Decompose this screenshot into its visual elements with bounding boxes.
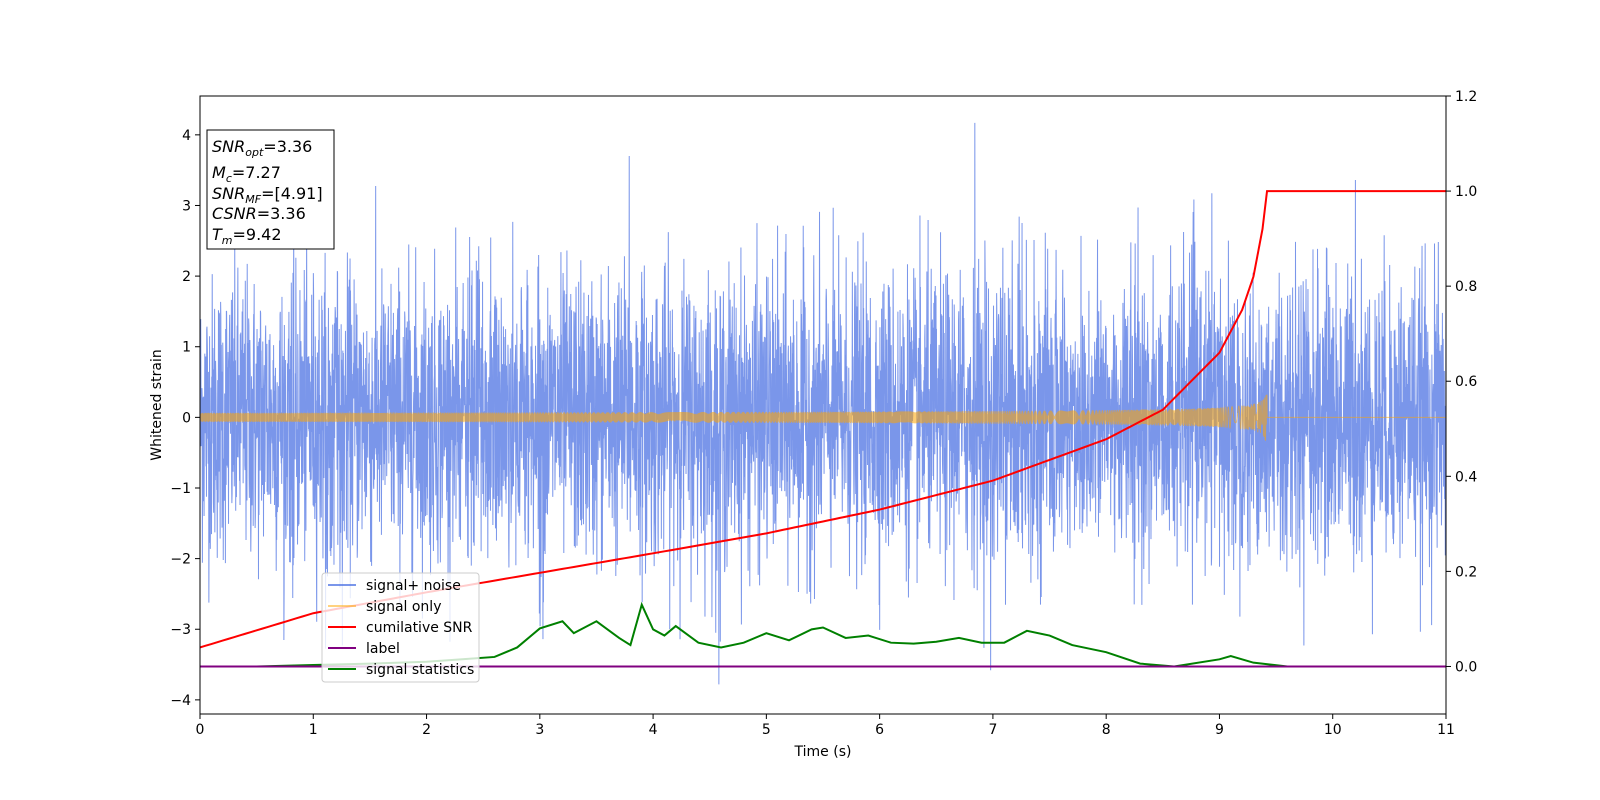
info-snr-opt: SNRopt=3.36 bbox=[212, 137, 312, 159]
info-csnr: CSNR=3.36 bbox=[212, 204, 306, 223]
y2-tick-label: 1.2 bbox=[1455, 89, 1477, 105]
info-tm: Tm=9.42 bbox=[212, 225, 282, 247]
y-axis-label: Whitened strain bbox=[149, 349, 165, 460]
x-tick-label: 11 bbox=[1437, 722, 1455, 738]
y2-tick-label: 0.0 bbox=[1455, 659, 1477, 675]
y2-tick-label: 0.2 bbox=[1455, 564, 1477, 580]
series-signal-statistics bbox=[200, 601, 1446, 668]
x-tick-label: 0 bbox=[196, 722, 205, 738]
legend-label-cumulative-snr: cumilative SNR bbox=[366, 620, 473, 636]
x-axis-label: Time (s) bbox=[794, 744, 852, 760]
series-signal-only bbox=[200, 394, 1446, 441]
x-tick-label: 8 bbox=[1102, 722, 1111, 738]
legend: signal+ noise signal only cumilative SNR… bbox=[321, 572, 480, 683]
x-tick-label: 3 bbox=[535, 722, 544, 738]
y-tick-label: −3 bbox=[170, 622, 191, 638]
y2-tick-label: 1.0 bbox=[1455, 184, 1477, 200]
plot-frame bbox=[199, 95, 1447, 715]
y-axis-right: 0.0 0.2 0.4 0.6 0.8 1.0 1.2 bbox=[1446, 89, 1477, 675]
x-tick-label: 5 bbox=[762, 722, 771, 738]
y2-tick-label: 0.4 bbox=[1455, 469, 1477, 485]
y-tick-label: 3 bbox=[182, 198, 191, 214]
legend-label-signal-statistics: signal statistics bbox=[366, 662, 474, 678]
info-box: SNRopt=3.36 Mc=7.27 SNRMF=[4.91] CSNR=3.… bbox=[206, 129, 335, 250]
y2-tick-label: 0.8 bbox=[1455, 279, 1477, 295]
info-mc: Mc=7.27 bbox=[212, 163, 281, 185]
info-box-frame bbox=[206, 129, 335, 250]
x-tick-label: 2 bbox=[422, 722, 431, 738]
legend-frame bbox=[321, 572, 480, 683]
x-tick-label: 10 bbox=[1324, 722, 1342, 738]
y-tick-label: −2 bbox=[170, 552, 191, 568]
y-tick-label: −1 bbox=[170, 481, 191, 497]
legend-label-signal-only: signal only bbox=[366, 599, 441, 615]
series-signal-noise bbox=[200, 122, 1446, 685]
y2-tick-label: 0.6 bbox=[1455, 374, 1477, 390]
legend-label-label: label bbox=[366, 641, 400, 657]
x-tick-label: 4 bbox=[649, 722, 658, 738]
y-tick-label: −4 bbox=[170, 693, 191, 709]
y-axis-left: −4 −3 −2 −1 0 1 2 3 4 bbox=[170, 128, 200, 709]
legend-label-signal-noise: signal+ noise bbox=[366, 578, 461, 594]
x-tick-label: 1 bbox=[309, 722, 318, 738]
series-cumulative-snr bbox=[200, 190, 1446, 649]
y-tick-label: 1 bbox=[182, 340, 191, 356]
x-tick-label: 9 bbox=[1215, 722, 1224, 738]
y-tick-label: 0 bbox=[182, 410, 191, 426]
info-snr-mf: SNRMF=[4.91] bbox=[212, 184, 323, 206]
x-tick-label: 7 bbox=[988, 722, 997, 738]
x-tick-label: 6 bbox=[875, 722, 884, 738]
y-tick-label: 4 bbox=[182, 128, 191, 144]
y-tick-label: 2 bbox=[182, 269, 191, 285]
x-axis: 0 1 2 3 4 5 6 7 8 9 10 11 bbox=[196, 714, 1455, 738]
